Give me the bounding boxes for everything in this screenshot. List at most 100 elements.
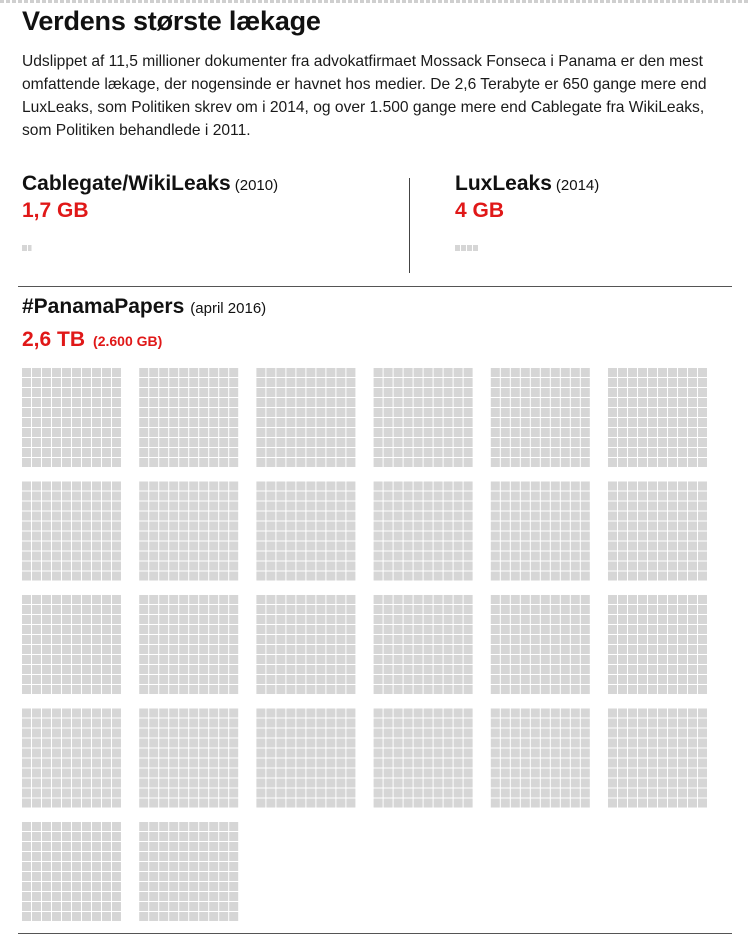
gb-unit-square	[62, 912, 71, 921]
gb-unit-square	[560, 798, 570, 808]
gb-unit-square	[112, 788, 121, 798]
gb-unit-square	[32, 541, 41, 551]
gb-unit-square	[668, 448, 677, 457]
gb-unit-square	[688, 708, 697, 718]
gb-unit-square	[72, 912, 81, 921]
gb-unit-square	[648, 758, 657, 768]
gb-unit-square	[316, 438, 326, 447]
gb-unit-square	[326, 615, 336, 624]
gb-unit-square	[52, 605, 61, 614]
gb-unit-square	[500, 531, 510, 541]
gb-unit-square	[688, 418, 697, 427]
gb-unit-square	[688, 501, 697, 511]
gb-unit-square	[658, 491, 667, 501]
gb-unit-square	[580, 788, 590, 798]
gb-unit-square	[413, 551, 423, 561]
gb-unit-square	[199, 685, 209, 694]
gb-unit-square	[668, 561, 677, 571]
gb-unit-square	[112, 481, 121, 491]
gb-unit-square	[22, 675, 31, 684]
gb-unit-square	[266, 561, 276, 571]
gb-unit-square	[346, 758, 356, 768]
gb-unit-square	[628, 778, 637, 788]
gb-unit-square	[490, 571, 500, 581]
gb-unit-square	[580, 408, 590, 417]
gb-unit-square	[199, 708, 209, 718]
gb-unit-square	[698, 481, 707, 491]
gb-unit-square	[256, 501, 266, 511]
gb-unit-square	[296, 768, 306, 778]
gb-unit-square	[169, 511, 179, 521]
gb-unit-square	[42, 491, 51, 501]
gb-unit-square	[82, 842, 91, 851]
gb-unit-square	[82, 378, 91, 387]
gb-unit-square	[189, 551, 199, 561]
gb-unit-square	[102, 758, 111, 768]
gb-unit-square	[316, 635, 326, 644]
gb-unit-square	[199, 615, 209, 624]
gb-unit-square	[403, 501, 413, 511]
gb-unit-square	[453, 615, 463, 624]
gb-unit-square	[698, 438, 707, 447]
gb-unit-square	[149, 842, 159, 851]
gb-unit-square	[199, 571, 209, 581]
gb-unit-square	[229, 491, 239, 501]
gb-unit-square	[373, 531, 383, 541]
gb-unit-square	[530, 501, 540, 511]
gb-unit-square	[22, 902, 31, 911]
gb-unit-square	[316, 408, 326, 417]
gb-unit-square	[209, 481, 219, 491]
gb-unit-square	[296, 501, 306, 511]
gb-unit-square	[463, 418, 473, 427]
gb-unit-square	[159, 842, 169, 851]
gb-unit-square	[393, 551, 403, 561]
gb-unit-square	[648, 521, 657, 531]
gb-unit-square	[530, 448, 540, 457]
hundred-gb-block	[373, 368, 473, 467]
gb-unit-square	[306, 418, 316, 427]
gb-unit-square	[326, 511, 336, 521]
gb-unit-square	[336, 368, 346, 377]
gb-unit-square	[139, 778, 149, 788]
gb-unit-square	[423, 551, 433, 561]
gb-unit-square	[688, 378, 697, 387]
gb-unit-square	[189, 438, 199, 447]
gb-unit-square	[159, 738, 169, 748]
gb-unit-square	[219, 822, 229, 831]
gb-unit-square	[209, 718, 219, 728]
gb-unit-square	[209, 458, 219, 467]
gb-unit-square	[62, 438, 71, 447]
gb-unit-square	[500, 605, 510, 614]
gb-unit-square	[72, 768, 81, 778]
gb-unit-square	[373, 718, 383, 728]
gb-unit-square	[580, 521, 590, 531]
gb-unit-square	[256, 718, 266, 728]
gb-unit-square	[159, 511, 169, 521]
gb-unit-square	[306, 645, 316, 654]
gb-unit-square	[570, 635, 580, 644]
gb-unit-square	[92, 685, 101, 694]
gb-unit-square	[618, 481, 627, 491]
gb-unit-square	[149, 571, 159, 581]
gb-unit-square	[316, 531, 326, 541]
gb-unit-square	[296, 511, 306, 521]
gb-unit-square	[560, 521, 570, 531]
gb-unit-square	[92, 852, 101, 861]
gb-unit-square	[316, 491, 326, 501]
gb-unit-square	[256, 778, 266, 788]
gb-unit-square	[306, 491, 316, 501]
gb-unit-square	[463, 501, 473, 511]
gb-unit-square	[179, 561, 189, 571]
gb-unit-square	[52, 655, 61, 664]
gb-unit-square	[149, 368, 159, 377]
gb-unit-square	[82, 862, 91, 871]
gb-unit-square	[102, 551, 111, 561]
gb-unit-square	[530, 655, 540, 664]
gb-unit-square	[373, 798, 383, 808]
gb-unit-square	[102, 788, 111, 798]
gb-unit-square	[688, 718, 697, 728]
gb-unit-square	[530, 625, 540, 634]
gb-unit-square	[149, 388, 159, 397]
gb-unit-square	[42, 388, 51, 397]
gb-unit-square	[678, 541, 687, 551]
